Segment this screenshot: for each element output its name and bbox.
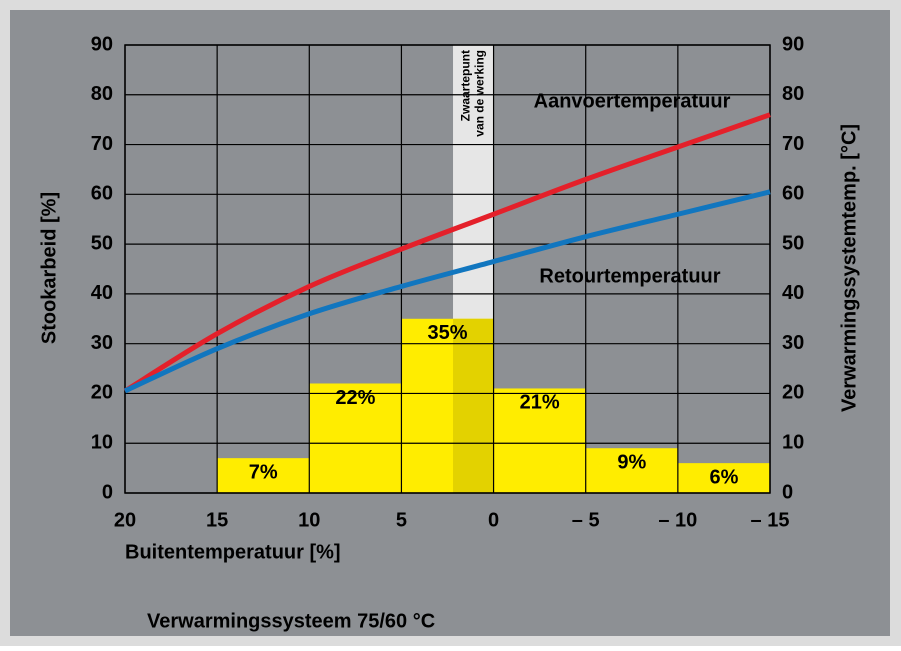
y2-tick-label: 20 bbox=[782, 382, 804, 404]
y-axis-label: Stookarbeid [%] bbox=[38, 192, 60, 344]
bar-label: 9% bbox=[617, 451, 646, 473]
y-tick-label: 10 bbox=[91, 432, 113, 454]
band-bar-overlap bbox=[453, 318, 494, 493]
bar bbox=[309, 383, 402, 493]
y-tick-label: 60 bbox=[91, 183, 113, 205]
y2-tick-label: 0 bbox=[782, 481, 793, 503]
y-tick-label: 40 bbox=[91, 282, 113, 304]
x-tick-label: – 10 bbox=[658, 509, 697, 531]
plot-border bbox=[124, 44, 771, 494]
band-label-line: van de werking bbox=[472, 50, 486, 137]
series-line bbox=[123, 112, 771, 394]
x-tick-label: – 5 bbox=[572, 509, 600, 531]
series-line bbox=[123, 189, 771, 394]
y2-tick-label: 80 bbox=[782, 83, 804, 105]
y-tick-label: 50 bbox=[91, 232, 113, 254]
band-label: Zwaartepuntvan de werking bbox=[458, 50, 486, 137]
y2-tick-label: 70 bbox=[782, 133, 804, 155]
y2-tick-label: 30 bbox=[782, 332, 804, 354]
y-tick-label: 80 bbox=[91, 83, 113, 105]
y2-tick-label: 50 bbox=[782, 232, 804, 254]
bar bbox=[585, 448, 678, 493]
chart-title: Verwarmingssysteem 75/60 °C bbox=[147, 610, 435, 632]
x-tick-label: 20 bbox=[114, 509, 136, 531]
y-tick-label: 30 bbox=[91, 332, 113, 354]
bar-label: 7% bbox=[249, 461, 278, 483]
y-tick-label: 90 bbox=[91, 33, 113, 55]
x-tick-label: – 15 bbox=[751, 509, 790, 531]
bar-label: 35% bbox=[427, 322, 467, 344]
bar bbox=[217, 458, 310, 493]
y-tick-label: 0 bbox=[102, 481, 113, 503]
y2-tick-label: 40 bbox=[782, 282, 804, 304]
x-axis-label: Buitentemperatuur [%] bbox=[125, 541, 341, 563]
x-tick-label: 0 bbox=[488, 509, 499, 531]
x-tick-label: 15 bbox=[206, 509, 228, 531]
band-label-line: Zwaartepunt bbox=[458, 50, 472, 121]
y-tick-label: 20 bbox=[91, 382, 113, 404]
x-tick-label: 5 bbox=[396, 509, 407, 531]
series-label: Retourtemperatuur bbox=[539, 265, 720, 287]
bar-label: 21% bbox=[520, 392, 560, 414]
bar-label: 22% bbox=[335, 387, 375, 409]
y-tick-label: 70 bbox=[91, 133, 113, 155]
y2-tick-label: 90 bbox=[782, 33, 804, 55]
bar bbox=[493, 388, 586, 493]
bar-label: 6% bbox=[709, 466, 738, 488]
y2-tick-label: 10 bbox=[782, 432, 804, 454]
series-label: Aanvoertemperatuur bbox=[534, 90, 731, 112]
y2-axis-label: Verwarmingssystemtemp. [°C] bbox=[838, 124, 860, 412]
bar bbox=[677, 463, 770, 493]
x-tick-label: 10 bbox=[298, 509, 320, 531]
y2-tick-label: 60 bbox=[782, 183, 804, 205]
